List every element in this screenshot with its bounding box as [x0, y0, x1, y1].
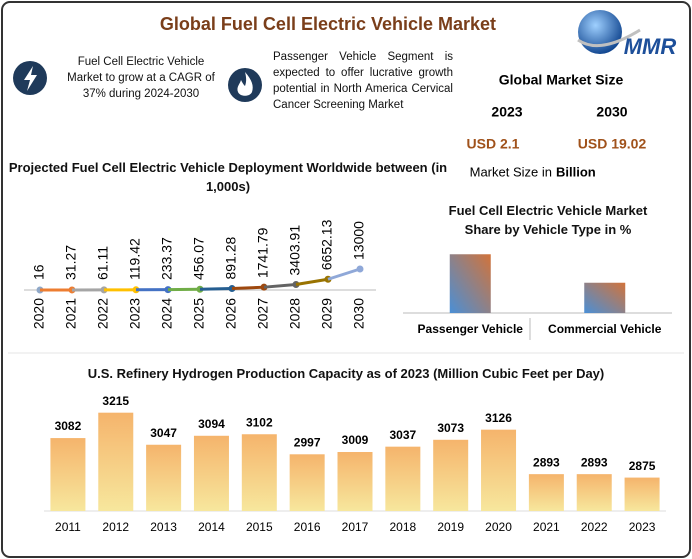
market-size-title: Global Market Size — [499, 72, 624, 88]
value-label: 3073 — [437, 421, 464, 435]
note-unit: Billion — [556, 164, 596, 179]
bar — [481, 429, 517, 511]
x-tick-label: 2026 — [223, 298, 239, 329]
x-tick-label: 2018 — [389, 520, 416, 534]
logo-globe — [578, 10, 622, 54]
line-segment — [231, 285, 265, 291]
value-label: 2997 — [294, 435, 321, 449]
bar — [241, 434, 277, 511]
value-label: 456.07 — [191, 237, 207, 280]
x-tick-label: 2025 — [191, 298, 207, 329]
value-label: 2893 — [581, 455, 608, 469]
value-label: 3403.91 — [287, 225, 303, 276]
x-tick-label: 2021 — [533, 520, 560, 534]
value-label: 13000 — [351, 221, 367, 260]
x-tick-label: 2027 — [255, 298, 271, 329]
x-tick-label: 2024 — [159, 298, 175, 329]
bar — [449, 254, 491, 313]
bar — [289, 454, 325, 511]
bar — [50, 438, 86, 511]
value-label: 3094 — [198, 417, 225, 431]
value-label: 3009 — [342, 433, 369, 447]
value-label: 2875 — [629, 459, 656, 473]
x-tick-label: 2015 — [246, 520, 273, 534]
x-tick-label: 2021 — [63, 298, 79, 329]
flame — [237, 72, 253, 96]
bar — [337, 452, 373, 511]
value-label: 3102 — [246, 415, 273, 429]
bar — [146, 444, 182, 511]
bar — [576, 474, 612, 511]
value-label: 3047 — [150, 426, 177, 440]
bar — [528, 474, 564, 511]
year: 2030 — [596, 104, 627, 120]
x-tick-label: 2030 — [351, 298, 367, 329]
value-label: 1741.79 — [255, 227, 271, 278]
value-label: 3082 — [55, 419, 82, 433]
value-label: 3037 — [389, 428, 416, 442]
bar — [624, 477, 660, 511]
x-tick-label: Commercial Vehicle — [548, 322, 662, 336]
point — [356, 265, 364, 273]
x-tick-label: 2029 — [319, 298, 335, 329]
x-tick-label: 2019 — [437, 520, 464, 534]
bar — [98, 412, 134, 511]
bar — [584, 282, 626, 313]
chart-title: Projected Fuel Cell Electric Vehicle Dep… — [8, 160, 448, 194]
x-tick-label: Passenger Vehicle — [418, 322, 524, 336]
highlight: Passenger Vehicle Segment is expected to… — [273, 51, 453, 111]
value-label: 6652.13 — [319, 219, 335, 270]
chart-title: Fuel Cell Electric Vehicle Market Share … — [448, 203, 648, 237]
x-tick-label: 2022 — [95, 298, 111, 329]
value-label: 16 — [31, 264, 47, 280]
bar — [193, 435, 229, 511]
x-tick-label: 2023 — [127, 298, 143, 329]
logo-swoosh — [577, 28, 641, 48]
bolt — [24, 66, 37, 91]
logo-text: MMR — [624, 34, 677, 59]
x-tick-label: 2022 — [581, 520, 608, 534]
value-label: 233.37 — [159, 237, 175, 280]
icon-flame — [228, 68, 262, 102]
line-segment — [263, 283, 297, 289]
value-label: 31.27 — [63, 245, 79, 280]
market-value: USD 2.1 — [467, 136, 520, 152]
x-tick-label: 2028 — [287, 298, 303, 329]
x-tick-label: 2020 — [485, 520, 512, 534]
value-label: 891.28 — [223, 237, 239, 280]
highlight: Fuel Cell Electric Vehicle Market to gro… — [67, 56, 215, 100]
line-segment — [295, 277, 329, 286]
page-title: Global Fuel Cell Electric Vehicle Market — [160, 14, 496, 34]
x-tick-label: 2012 — [102, 520, 129, 534]
note: Market Size in — [470, 164, 552, 179]
bar — [385, 446, 421, 511]
x-tick-label: 2017 — [342, 520, 369, 534]
x-tick-label: 2014 — [198, 520, 225, 534]
line-segment — [199, 287, 233, 291]
value-label: 3215 — [102, 394, 129, 408]
value-label: 3126 — [485, 411, 512, 425]
bar — [433, 439, 469, 511]
year: 2023 — [491, 104, 522, 120]
x-tick-label: 2013 — [150, 520, 177, 534]
market-value: USD 19.02 — [578, 136, 647, 152]
value-label: 119.42 — [127, 238, 143, 280]
x-tick-label: 2023 — [629, 520, 656, 534]
line-segment — [327, 267, 361, 281]
value-label: 61.11 — [95, 246, 111, 280]
x-tick-label: 2011 — [55, 520, 81, 534]
x-tick-label: 2020 — [31, 298, 47, 329]
x-tick-label: 2016 — [294, 520, 321, 534]
value-label: 2893 — [533, 455, 560, 469]
chart-title: U.S. Refinery Hydrogen Production Capaci… — [87, 366, 605, 381]
